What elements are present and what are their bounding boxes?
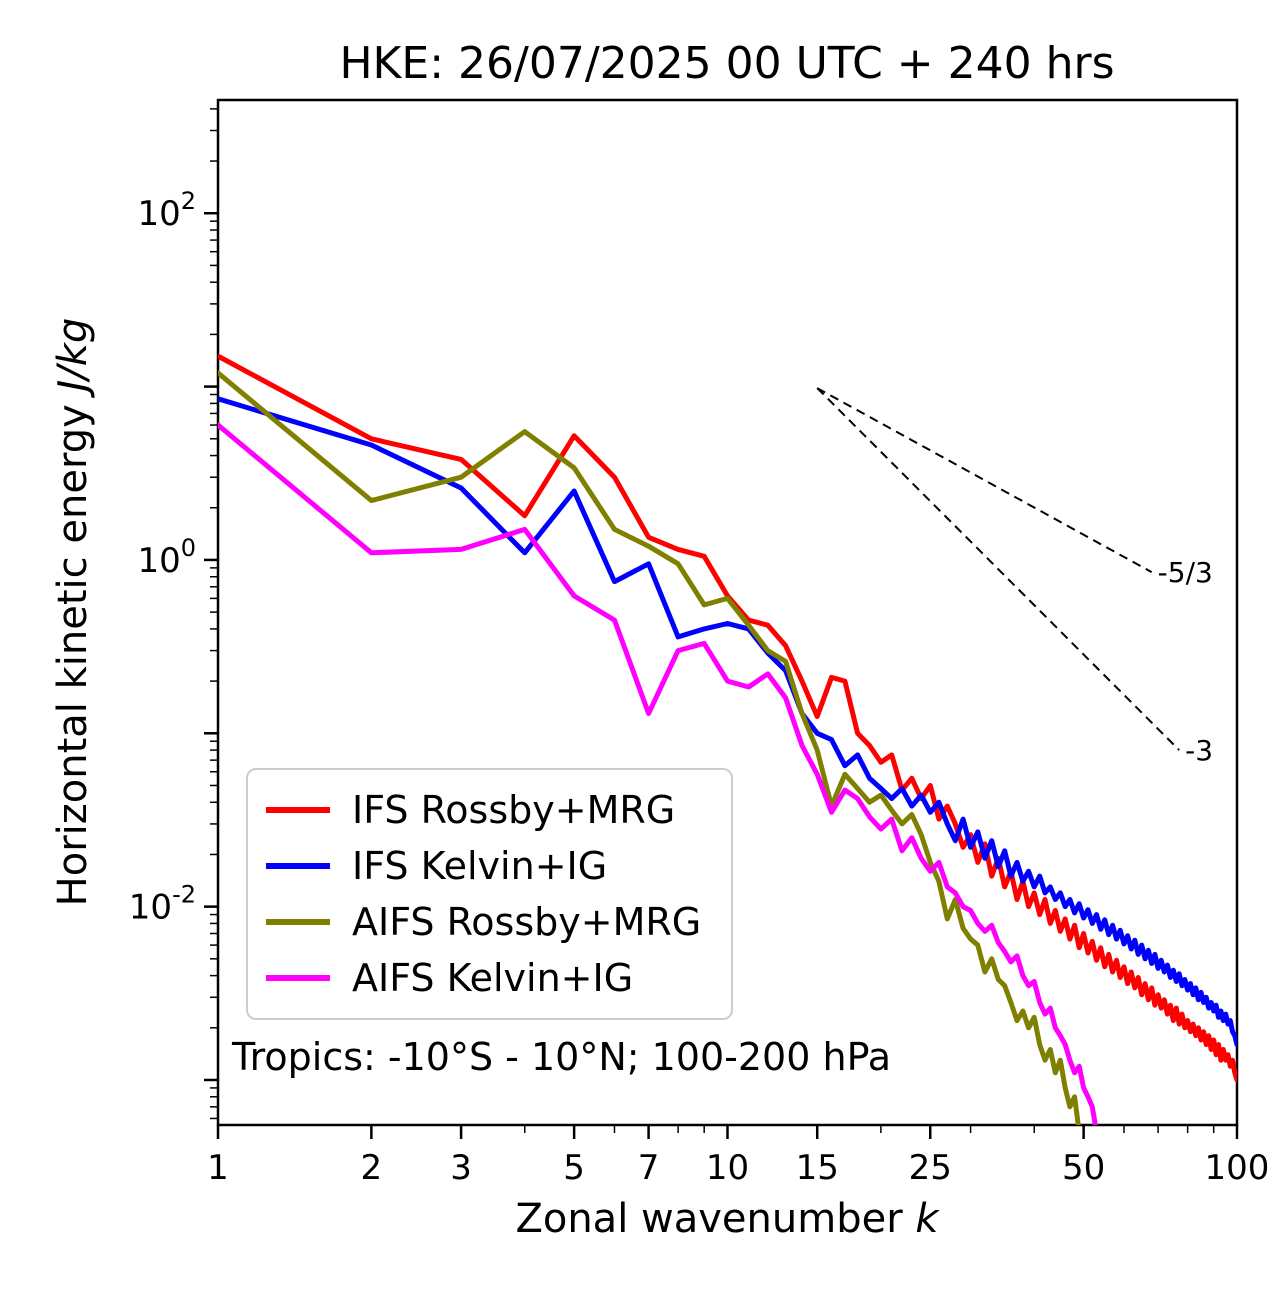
legend-swatch [266,863,330,869]
legend-item[interactable]: AIFS Rossby+MRG [266,894,701,950]
x-tick-label: 7 [638,1148,660,1188]
legend-label: AIFS Kelvin+IG [352,956,634,1000]
x-axis-label-math: k [915,1196,940,1242]
x-tick-label: 100 [1205,1148,1270,1188]
series-line-aifs-rossby-mrg [218,370,1081,1125]
x-tick-label: 2 [361,1148,383,1188]
x-tick-label: 15 [796,1148,839,1188]
legend-item[interactable]: IFS Rossby+MRG [266,782,701,838]
series-line-ifs-kelvin-ig [218,396,1237,1048]
x-tick-label: 25 [909,1148,952,1188]
reference-slope-line [816,387,1153,574]
x-axis-label: Zonal wavenumber k [515,1196,940,1242]
legend-swatch [266,975,330,981]
x-tick-label: 5 [563,1148,585,1188]
series-line-aifs-kelvin-ig [218,422,1098,1125]
x-tick-label: 3 [450,1148,472,1188]
legend-label: IFS Kelvin+IG [352,844,608,888]
x-tick-label: 1 [207,1148,229,1188]
chart-title: HKE: 26/07/2025 00 UTC + 240 hrs [339,38,1114,89]
region-annotation: Tropics: -10°S - 10°N; 100-200 hPa [231,1035,891,1079]
x-tick-label: 50 [1062,1148,1105,1188]
y-axis-label-math: J/kg [50,318,96,399]
series-line-ifs-rossby-mrg [218,353,1237,1083]
reference-slope-line [816,387,1180,751]
y-tick-label: 100 [137,534,196,581]
x-tick-label: 10 [706,1148,749,1188]
y-tick-label: 10-2 [129,881,196,928]
reference-slope-label: -3 [1185,734,1213,767]
legend: IFS Rossby+MRG IFS Kelvin+IG AIFS Rossby+M… [246,768,734,1020]
legend-item[interactable]: IFS Kelvin+IG [266,838,701,894]
legend-label: IFS Rossby+MRG [352,788,676,832]
legend-swatch [266,807,330,813]
y-tick-label: 102 [137,187,196,234]
legend-swatch [266,919,330,925]
reference-slope-label: -5/3 [1158,556,1213,589]
x-axis-label-text: Zonal wavenumber [515,1196,915,1242]
legend-label: AIFS Rossby+MRG [352,900,702,944]
y-axis-label: Horizontal kinetic energy J/kg [50,318,96,907]
plot-area: 1 2 3 5 7 10 15 25 50 100 102 100 10-2 -5/3 -3 [129,98,1270,1188]
y-axis-label-text: Horizontal kinetic energy [50,392,96,907]
legend-item[interactable]: AIFS Kelvin+IG [266,950,701,1006]
